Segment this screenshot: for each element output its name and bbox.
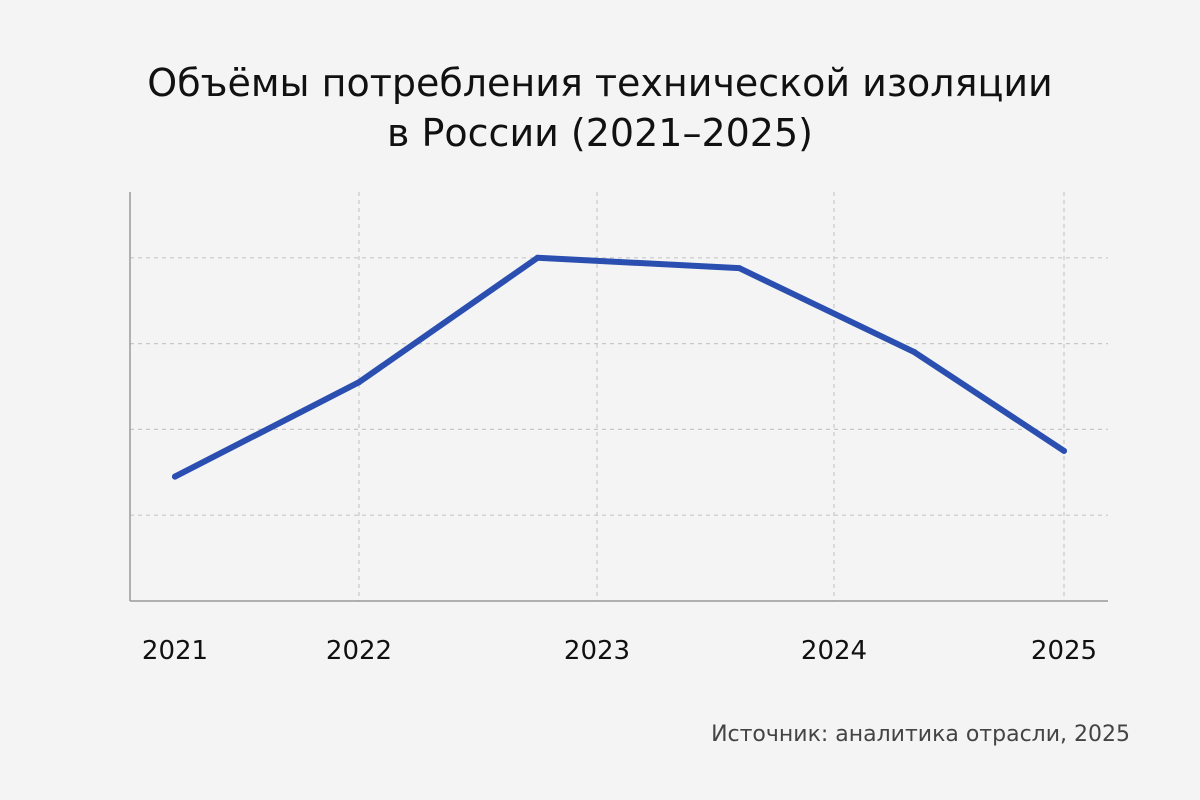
series-layer [172, 254, 1067, 480]
source-note: Источник: аналитика отрасли, 2025 [711, 722, 1130, 747]
data-point [172, 473, 178, 480]
tick-label-layer: 2021 2022 2023 2024 2025 [142, 636, 1097, 666]
data-point [1061, 447, 1067, 454]
x-tick-label: 2025 [1031, 636, 1097, 666]
data-point [356, 379, 362, 386]
data-point [911, 349, 918, 356]
x-tick-label: 2022 [326, 636, 392, 666]
axis-layer [129, 192, 1108, 602]
chart-title-line-1: Объёмы потребления технической изоляции [147, 61, 1053, 105]
x-tick-label: 2023 [564, 636, 630, 666]
data-point [534, 254, 541, 261]
x-tick-label: 2021 [142, 636, 208, 666]
x-tick-label: 2024 [801, 636, 867, 666]
chart-title-line-2: в России (2021–2025) [387, 111, 813, 155]
data-point [736, 265, 743, 272]
series-line [172, 254, 1067, 480]
chart-title: Объёмы потребления технической изоляции … [0, 58, 1200, 158]
grid-layer [130, 192, 1108, 601]
